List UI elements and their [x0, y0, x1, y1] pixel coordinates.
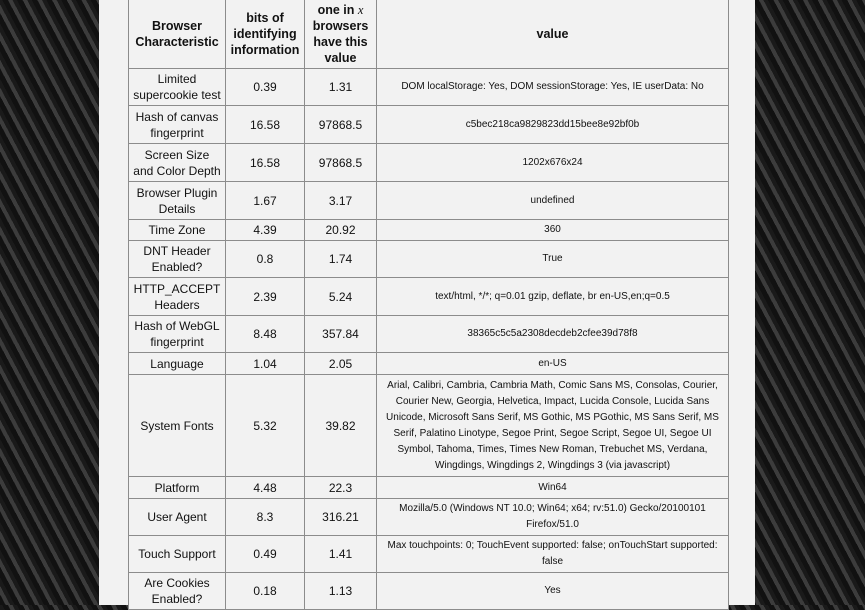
table-row: Platform 4.48 22.3 Win64 [128, 476, 729, 499]
cell-value: 360 [376, 219, 729, 241]
table-row: Hash of canvas fingerprint 16.58 97868.5 c5… [128, 105, 729, 144]
cell-one-in-x: 1.13 [304, 572, 377, 610]
cell-bits: 1.04 [225, 352, 305, 375]
cell-characteristic: Are Cookies Enabled? [128, 572, 226, 610]
cell-bits: 8.3 [225, 498, 305, 536]
table-row: Browser Plugin Details 1.67 3.17 undefined [128, 181, 729, 220]
cell-bits: 0.39 [225, 68, 305, 106]
cell-characteristic: Browser Plugin Details [128, 181, 226, 220]
cell-bits: 4.39 [225, 219, 305, 241]
cell-value: 38365c5c5a2308decdeb2cfee39d78f8 [376, 315, 729, 353]
cell-bits: 5.32 [225, 374, 305, 477]
cell-value: text/html, */*; q=0.01 gzip, deflate, br… [376, 277, 729, 316]
table-row: User Agent 8.3 316.21 Mozilla/5.0 (Windows … [128, 498, 729, 536]
cell-one-in-x: 1.74 [304, 240, 377, 278]
cell-one-in-x: 357.84 [304, 315, 377, 353]
cell-value: Arial, Calibri, Cambria, Cambria Math, C… [376, 374, 729, 477]
cell-bits: 1.67 [225, 181, 305, 220]
header-value: value [376, 0, 729, 69]
cell-one-in-x: 1.41 [304, 535, 377, 573]
table-header-row: Browser Characteristic bits of identifyi… [128, 0, 729, 69]
cell-one-in-x: 316.21 [304, 498, 377, 536]
table-row: System Fonts 5.32 39.82 Arial, Calibri, Cam… [128, 374, 729, 477]
cell-one-in-x: 5.24 [304, 277, 377, 316]
cell-value: True [376, 240, 729, 278]
content-panel: Browser Characteristic bits of identifyi… [99, 0, 755, 610]
cell-one-in-x: 97868.5 [304, 143, 377, 182]
table-row: Touch Support 0.49 1.41 Max touchpoints: 0;… [128, 535, 729, 573]
cell-characteristic: Limited supercookie test [128, 68, 226, 106]
cell-characteristic: System Fonts [128, 374, 226, 477]
table-row: DNT Header Enabled? 0.8 1.74 True [128, 240, 729, 278]
cell-bits: 0.8 [225, 240, 305, 278]
cell-bits: 16.58 [225, 105, 305, 144]
cell-value: Mozilla/5.0 (Windows NT 10.0; Win64; x64… [376, 498, 729, 536]
cell-value: DOM localStorage: Yes, DOM sessionStorag… [376, 68, 729, 106]
cell-bits: 16.58 [225, 143, 305, 182]
cell-bits: 8.48 [225, 315, 305, 353]
cell-characteristic: Screen Size and Color Depth [128, 143, 226, 182]
cell-one-in-x: 22.3 [304, 476, 377, 499]
cell-characteristic: Hash of canvas fingerprint [128, 105, 226, 144]
cell-value: c5bec218ca9829823dd15bee8e92bf0b [376, 105, 729, 144]
table-row: Time Zone 4.39 20.92 360 [128, 219, 729, 241]
cell-one-in-x: 97868.5 [304, 105, 377, 144]
cell-one-in-x: 2.05 [304, 352, 377, 375]
header-bits: bits of identifying information [225, 0, 305, 69]
header-characteristic: Browser Characteristic [128, 0, 226, 69]
table-row: Limited supercookie test 0.39 1.31 DOM loca… [128, 68, 729, 106]
cell-characteristic: HTTP_ACCEPT Headers [128, 277, 226, 316]
cell-characteristic: DNT Header Enabled? [128, 240, 226, 278]
header-var: x [357, 3, 364, 17]
header-suffix: browsers have this value [312, 19, 369, 65]
table-row: Are Cookies Enabled? 0.18 1.13 Yes [128, 572, 729, 610]
cell-bits: 2.39 [225, 277, 305, 316]
table-row: Language 1.04 2.05 en-US [128, 352, 729, 375]
cell-value: en-US [376, 352, 729, 375]
cell-value: Win64 [376, 476, 729, 499]
cell-value: undefined [376, 181, 729, 220]
table-row: Hash of WebGL fingerprint 8.48 357.84 38365… [128, 315, 729, 353]
header-one-in-x: one in x browsers have this value [304, 0, 377, 69]
cell-characteristic: Time Zone [128, 219, 226, 241]
cell-characteristic: Platform [128, 476, 226, 499]
header-prefix: one in [317, 3, 358, 17]
cell-bits: 4.48 [225, 476, 305, 499]
cell-characteristic: User Agent [128, 498, 226, 536]
cell-bits: 0.49 [225, 535, 305, 573]
cell-characteristic: Language [128, 352, 226, 375]
cell-one-in-x: 20.92 [304, 219, 377, 241]
cell-one-in-x: 1.31 [304, 68, 377, 106]
cell-value: Yes [376, 572, 729, 610]
cell-value: 1202x676x24 [376, 143, 729, 182]
cell-bits: 0.18 [225, 572, 305, 610]
cell-characteristic: Hash of WebGL fingerprint [128, 315, 226, 353]
cell-value: Max touchpoints: 0; TouchEvent supported… [376, 535, 729, 573]
cell-one-in-x: 3.17 [304, 181, 377, 220]
fingerprint-results-table: Browser Characteristic bits of identifyi… [128, 0, 729, 610]
table-row: Screen Size and Color Depth 16.58 97868.5 1… [128, 143, 729, 182]
cell-one-in-x: 39.82 [304, 374, 377, 477]
cell-characteristic: Touch Support [128, 535, 226, 573]
table-row: HTTP_ACCEPT Headers 2.39 5.24 text/html, */… [128, 277, 729, 316]
